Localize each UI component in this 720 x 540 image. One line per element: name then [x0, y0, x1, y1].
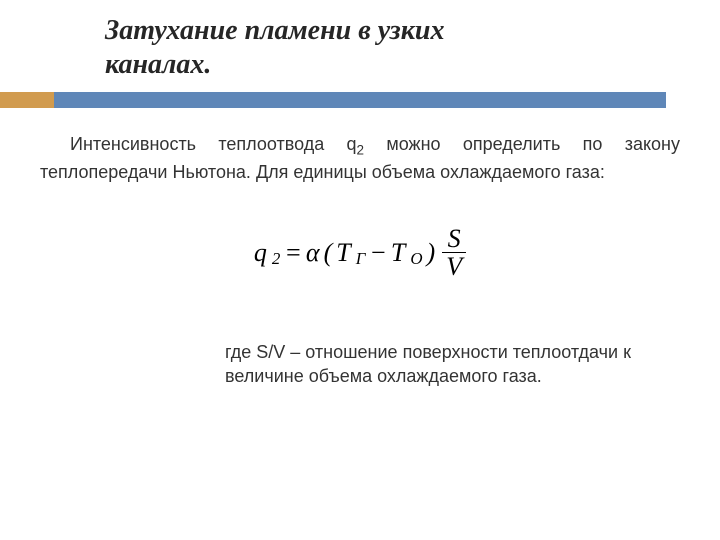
slide: Затухание пламени в узких каналах. Интен…	[0, 0, 720, 540]
fraction-den: V	[442, 253, 466, 280]
sym-T1: T	[336, 238, 350, 268]
accent-bar-orange	[0, 92, 54, 108]
sym-alpha: α	[306, 238, 320, 268]
sym-eq: =	[284, 238, 302, 268]
slide-title: Затухание пламени в узких каналах.	[105, 14, 665, 81]
sym-minus: −	[369, 238, 387, 268]
sym-T2: T	[391, 238, 405, 268]
sym-rpar: )	[427, 238, 436, 268]
sym-T1-sub: Г	[356, 249, 366, 269]
title-line-2: каналах.	[105, 49, 211, 80]
intro-sub: 2	[357, 143, 365, 158]
fraction-num: S	[444, 225, 465, 252]
sym-q-sub: 2	[272, 249, 280, 269]
formula: q2 = α ( TГ − TO ) S V	[0, 225, 720, 281]
paragraph-where: где S/V – отношение поверхности теплоотд…	[225, 340, 685, 389]
sym-q: q	[254, 238, 267, 268]
where-text: где S/V – отношение поверхности теплоотд…	[225, 342, 631, 386]
title-line-1: Затухание пламени в узких	[105, 15, 445, 46]
sym-T2-sub: O	[410, 249, 422, 269]
intro-text-pre: Интенсивность теплоотвода q	[70, 134, 357, 154]
accent-bar-blue	[54, 92, 666, 108]
paragraph-intro: Интенсивность теплоотвода q2 можно опред…	[40, 132, 680, 184]
fraction: S V	[442, 225, 466, 281]
sym-lpar: (	[324, 238, 333, 268]
